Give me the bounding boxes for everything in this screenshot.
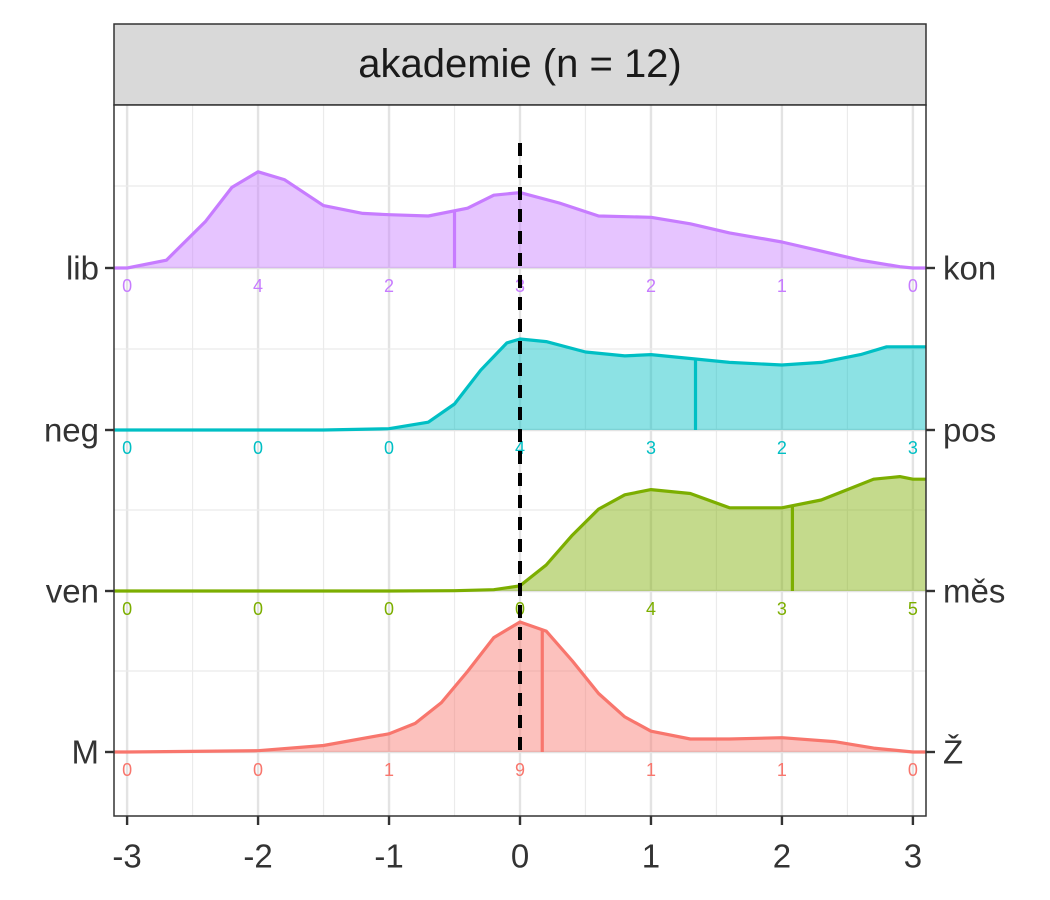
x-tick-label: 2 xyxy=(773,838,791,875)
count-label: 4 xyxy=(646,599,656,619)
x-tick-label: 0 xyxy=(511,838,529,875)
count-label: 0 xyxy=(908,760,918,780)
density-area xyxy=(114,339,926,430)
count-label: 1 xyxy=(777,276,787,296)
count-label: 0 xyxy=(122,438,132,458)
ridge-series-M: 0 0 1 9 1 1 0 xyxy=(114,620,926,780)
left-category-label: neg xyxy=(44,412,99,449)
x-tick-label: 1 xyxy=(642,838,660,875)
right-category-label: Ž xyxy=(943,734,963,771)
x-tick-label: -1 xyxy=(374,838,403,875)
left-category-label: ven xyxy=(46,573,99,610)
density-line xyxy=(114,170,926,270)
count-label: 3 xyxy=(646,438,656,458)
count-label: 3 xyxy=(777,599,787,619)
x-tick-label: 3 xyxy=(904,838,922,875)
left-category-label: lib xyxy=(66,250,99,287)
right-category-label: pos xyxy=(943,412,996,449)
count-label: 0 xyxy=(122,599,132,619)
count-label: 3 xyxy=(908,438,918,458)
right-category-label: měs xyxy=(943,573,1005,610)
facet-strip xyxy=(113,23,927,106)
density-line xyxy=(114,620,926,754)
density-area xyxy=(114,476,926,591)
ridge-series-neg: 0 0 0 4 3 2 3 xyxy=(114,337,926,458)
density-area xyxy=(114,622,926,752)
count-label: 1 xyxy=(777,760,787,780)
right-category-label: kon xyxy=(943,250,996,287)
count-label: 1 xyxy=(646,760,656,780)
count-label: 4 xyxy=(515,438,525,458)
left-category-label: M xyxy=(72,734,100,771)
count-label: 0 xyxy=(384,438,394,458)
count-label: 0 xyxy=(384,599,394,619)
count-label: 0 xyxy=(253,438,263,458)
count-label: 9 xyxy=(515,760,525,780)
count-label: 5 xyxy=(908,599,918,619)
facet-title: akademie (n = 12) xyxy=(358,42,682,86)
count-label: 2 xyxy=(646,276,656,296)
count-label: 0 xyxy=(253,760,263,780)
count-label: 2 xyxy=(777,438,787,458)
x-tick-label: -3 xyxy=(112,838,141,875)
density-line xyxy=(114,337,926,432)
x-tick-label: -2 xyxy=(243,838,272,875)
count-label: 1 xyxy=(384,760,394,780)
count-label: 0 xyxy=(253,599,263,619)
count-label: 4 xyxy=(253,276,263,296)
count-label: 0 xyxy=(122,276,132,296)
count-label: 0 xyxy=(122,760,132,780)
count-label: 0 xyxy=(908,276,918,296)
count-label: 2 xyxy=(384,276,394,296)
density-line xyxy=(114,475,926,593)
